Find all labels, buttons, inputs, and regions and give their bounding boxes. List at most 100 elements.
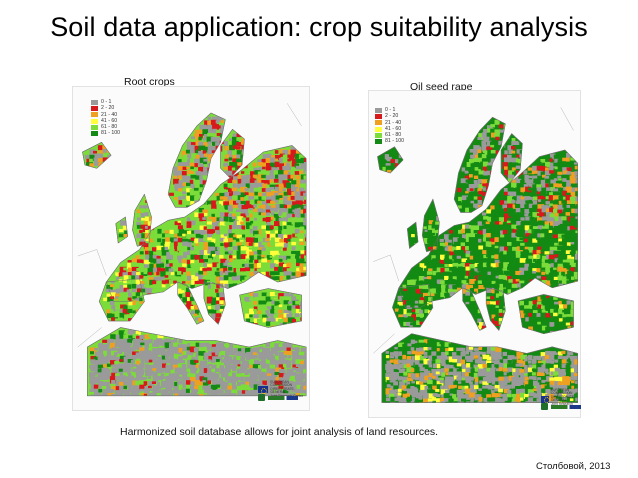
suitability-cell: [287, 218, 292, 223]
suitability-cell: [215, 255, 221, 260]
suitability-cell: [520, 397, 524, 401]
suitability-cell: [571, 183, 577, 188]
suitability-cell: [524, 175, 529, 180]
suitability-cell: [164, 380, 172, 386]
suitability-cell: [261, 229, 266, 235]
suitability-cell: [394, 346, 398, 350]
suitability-cell: [240, 363, 248, 371]
suitability-cell: [282, 157, 290, 166]
suitability-cell: [199, 163, 204, 168]
legend-row: 41 - 60: [91, 118, 120, 124]
suitability-cell: [511, 212, 516, 217]
suitability-cell: [143, 271, 147, 275]
suitability-cell: [303, 385, 307, 390]
suitability-cell: [292, 381, 298, 386]
suitability-cell: [195, 140, 201, 146]
suitability-cell: [187, 359, 191, 364]
suitability-cell: [114, 361, 120, 366]
suitability-cell: [427, 360, 432, 366]
suitability-cell: [507, 271, 512, 275]
suitability-cell: [477, 263, 484, 268]
suitability-cell: [445, 359, 451, 365]
suitability-cell: [529, 216, 535, 222]
suitability-cell: [132, 296, 137, 299]
suitability-cell: [533, 380, 540, 389]
suitability-cell: [224, 212, 229, 217]
suitability-cell: [511, 242, 519, 251]
suitability-cell: [253, 220, 260, 228]
suitability-cell: [428, 355, 435, 361]
suitability-cell: [127, 346, 134, 355]
suitability-cell: [304, 187, 307, 190]
suitability-cell: [303, 363, 307, 369]
suitability-cell: [527, 397, 535, 403]
suitability-cell: [486, 254, 490, 258]
suitability-cell: [206, 296, 213, 304]
suitability-cell: [283, 204, 288, 209]
suitability-cell: [131, 271, 137, 276]
suitability-cell: [261, 368, 267, 373]
suitability-cell: [111, 347, 117, 353]
suitability-cell: [558, 385, 564, 389]
suitability-cell: [283, 304, 290, 312]
suitability-cell: [139, 301, 144, 304]
suitability-cell: [219, 271, 224, 276]
suitability-cell: [499, 398, 505, 403]
suitability-cell: [206, 344, 212, 348]
suitability-cell: [570, 271, 577, 277]
suitability-cell: [152, 348, 158, 353]
suitability-cell: [427, 238, 434, 244]
suitability-cell: [223, 392, 231, 396]
suitability-cell: [279, 246, 283, 250]
suitability-cell: [245, 242, 251, 246]
suitability-cell: [516, 195, 523, 202]
suitability-cell: [414, 343, 421, 349]
suitability-cell: [419, 393, 425, 396]
suitability-cell: [502, 301, 509, 307]
suitability-cell: [148, 242, 156, 248]
suitability-cell: [178, 284, 183, 288]
suitability-cell: [283, 225, 289, 230]
suitability-cell: [466, 154, 473, 159]
suitability-cell: [228, 188, 234, 193]
suitability-cell: [211, 275, 217, 279]
suitability-cell: [232, 204, 239, 209]
suitability-cell: [186, 188, 192, 193]
suitability-cell: [460, 228, 466, 234]
suitability-cell: [431, 263, 438, 269]
suitability-cell: [203, 242, 210, 249]
suitability-cell: [115, 373, 120, 379]
suitability-cell: [540, 237, 547, 242]
suitability-cell: [170, 272, 175, 276]
suitability-cell: [252, 293, 259, 298]
suitability-cell: [394, 154, 401, 161]
suitability-cell: [527, 179, 534, 184]
suitability-cell: [156, 280, 163, 286]
suitability-cell: [203, 237, 208, 241]
suitability-cell: [300, 174, 307, 181]
suitability-cell: [190, 171, 195, 174]
suitability-cell: [533, 246, 539, 251]
suitability-cell: [473, 145, 480, 152]
suitability-cell: [246, 318, 252, 324]
suitability-cell: [228, 157, 233, 161]
suitability-cell: [477, 318, 482, 323]
suitability-cell: [567, 161, 572, 165]
suitability-cell: [389, 153, 396, 157]
suitability-cell: [537, 170, 543, 177]
suitability-cell: [89, 158, 93, 163]
suitability-cell: [499, 359, 504, 363]
suitability-cell: [186, 271, 193, 277]
suitability-cell: [478, 184, 483, 189]
suitability-cell: [295, 204, 300, 208]
suitability-cell: [190, 263, 195, 268]
suitability-cell: [90, 359, 96, 365]
suitability-cell: [207, 350, 212, 356]
suitability-cell: [481, 132, 489, 138]
suitability-cell: [516, 183, 524, 191]
suitability-cell: [216, 268, 221, 271]
suitability-cell: [554, 258, 559, 263]
suitability-cell: [204, 389, 208, 393]
suitability-cell: [208, 258, 213, 263]
suitability-cell: [194, 229, 201, 236]
